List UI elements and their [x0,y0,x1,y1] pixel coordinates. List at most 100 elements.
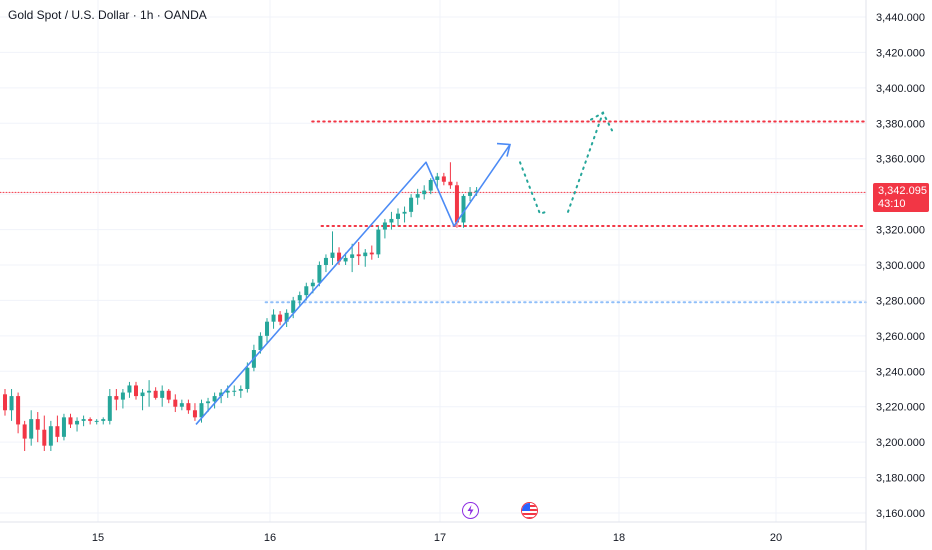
candle [435,172,440,188]
candle [186,399,191,414]
candle [409,194,414,218]
candle [9,389,14,421]
candle [448,162,453,189]
projection-up-leg[interactable] [567,111,604,213]
candle-body [461,195,466,223]
candle-body [206,401,211,404]
candle-body [140,392,145,397]
candle-body [271,314,276,322]
candle-body [101,419,106,421]
price-tick-label: 3,320.000 [876,225,925,237]
price-tick-label: 3,280.000 [876,295,925,307]
current-price-badge: 3,342.095 43:10 [873,183,929,212]
time-tick-label: 17 [434,532,446,544]
price-tick-label: 3,220.000 [876,402,925,414]
time-tick-label: 16 [264,532,276,544]
candle [304,282,309,301]
time-tick-label: 18 [613,532,625,544]
candle-body [55,426,60,437]
price-tick-label: 3,440.000 [876,12,925,24]
candle [369,245,374,260]
candle [127,381,132,398]
candle-body [356,254,361,257]
time-axis[interactable]: 15 16 17 18 20 [0,521,866,544]
candle-body [147,390,152,393]
candle [232,385,237,397]
candle [101,417,106,425]
candle-body [245,367,250,389]
candle-body [337,252,342,262]
price-tick-label: 3,180.000 [876,473,925,485]
us-flag-icon[interactable] [521,502,538,519]
candle [42,415,47,451]
candle [396,208,400,227]
candle-body [278,314,283,322]
candle [94,419,99,425]
candle-body [415,194,420,198]
candle-body [474,190,479,193]
candle-body [35,419,40,430]
candle [468,187,473,202]
candle-body [94,420,99,422]
candle [192,403,197,421]
time-tick-label: 15 [92,532,104,544]
candle-body [396,213,400,219]
chart-title: Gold Spot / U.S. Dollar · 1h · OANDA [8,8,207,22]
candle-body [389,218,394,223]
candle-body [42,429,47,446]
candle-body [435,176,440,180]
candle-body [448,181,453,186]
candle-body [441,176,446,182]
candle [35,412,40,443]
candle-body [428,179,433,191]
candle [278,311,283,326]
candle-body [323,257,328,265]
impulse-arrow[interactable] [195,144,511,425]
candle-body [61,417,66,437]
candle [22,420,27,451]
candle [153,387,158,400]
candle [160,385,165,407]
candle-body [330,252,335,258]
candle-body [186,403,191,411]
candle [140,389,145,411]
price-tick-label: 3,240.000 [876,366,925,378]
price-axis[interactable]: 3,160.000 3,180.000 3,200.000 3,220.000 3,24… [865,0,925,550]
countdown-label: 43:10 [878,198,906,210]
candle [88,417,93,425]
candle [48,420,53,451]
price-tick-label: 3,360.000 [876,154,925,166]
candle-body [219,392,224,397]
candle [317,261,322,287]
lightning-icon[interactable] [462,502,479,519]
candle [55,415,60,443]
candle-body [134,385,138,397]
candle-body [258,335,263,351]
candle [323,254,328,273]
candle [16,392,21,434]
candle-body [173,399,178,407]
candle [350,243,355,273]
candle [428,178,433,195]
candle [166,389,171,404]
candlestick-series [3,162,479,451]
candle [422,185,427,200]
candle [271,309,276,329]
candle [356,241,361,265]
price-tick-label: 3,400.000 [876,83,925,95]
time-tick-label: 20 [770,532,782,544]
candle-body [376,229,381,255]
candle-body [192,410,197,418]
candle-body [304,286,309,296]
candle-body [402,211,407,214]
candle-body [88,419,93,421]
candle [68,413,73,428]
projection-down-leg[interactable] [519,161,547,216]
candle-body [29,419,34,439]
candle [114,389,119,411]
price-tick-label: 3,200.000 [876,437,925,449]
candle [81,415,86,427]
candle [265,318,269,343]
candle [389,211,394,230]
